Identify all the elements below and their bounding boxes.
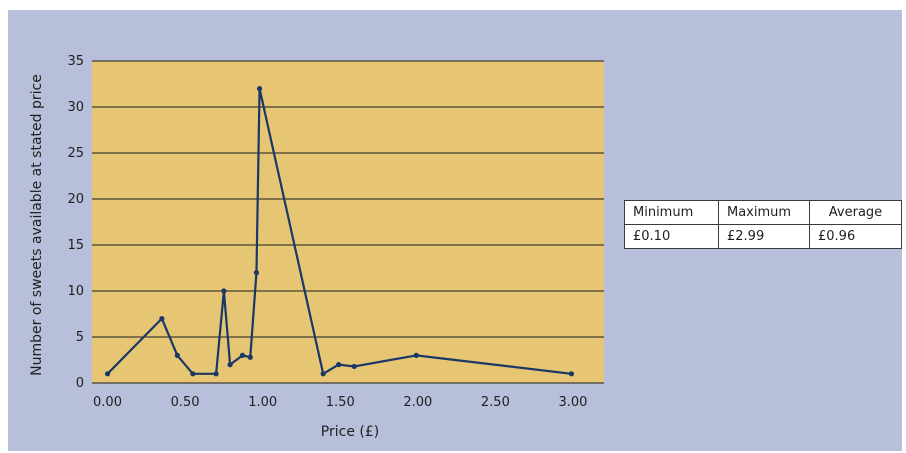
line-chart: 0 5 10 15 20 25 30 35 0.00 0.50 1.00 1.50 2.00 2.50 3… [29, 54, 604, 440]
stats-value-row: £0.10 £2.99 £0.96 [624, 224, 902, 249]
header-average: Average [809, 200, 902, 225]
x-tick-label: 2.00 [403, 395, 432, 410]
data-point [159, 316, 165, 322]
header-maximum: Maximum [718, 200, 810, 225]
x-tick-label: 0.00 [93, 395, 122, 410]
x-tick-label: 0.50 [171, 395, 200, 410]
data-point [320, 371, 326, 377]
x-tick-label: 1.50 [326, 395, 355, 410]
x-axis-title: Price (£) [321, 424, 379, 440]
y-tick-label: 25 [67, 146, 84, 161]
y-tick-label: 30 [67, 100, 84, 115]
y-tick-label: 20 [67, 192, 84, 207]
gridlines [92, 60, 604, 384]
data-point [247, 354, 253, 360]
data-point [413, 352, 419, 358]
data-point [256, 86, 263, 92]
data-point [336, 362, 342, 368]
x-axis-ticks: 0.00 0.50 1.00 1.50 2.00 2.50 3.00 [93, 395, 587, 410]
y-tick-label: 15 [67, 238, 84, 253]
x-tick-label: 1.00 [248, 395, 277, 410]
value-maximum: £2.99 [718, 224, 810, 249]
value-average: £0.96 [809, 224, 902, 249]
plot-area [92, 61, 604, 383]
y-tick-label: 35 [67, 54, 84, 69]
header-minimum: Minimum [624, 200, 719, 225]
data-point [253, 270, 260, 276]
price-stats-table: Minimum Maximum Average £0.10 £2.99 £0.9… [624, 200, 902, 249]
series-line [106, 87, 572, 375]
data-point [213, 371, 219, 377]
y-axis-title: Number of sweets available at stated pri… [29, 74, 45, 376]
data-point [104, 371, 111, 377]
y-tick-label: 0 [76, 376, 84, 391]
y-tick-label: 10 [67, 284, 84, 299]
y-axis-ticks: 0 5 10 15 20 25 30 35 [67, 54, 84, 391]
data-point [190, 371, 196, 377]
data-point [227, 362, 233, 368]
data-point [568, 371, 575, 377]
data-points [104, 86, 575, 377]
data-point [221, 288, 227, 294]
value-minimum: £0.10 [624, 224, 719, 249]
chart-frame: 0 5 10 15 20 25 30 35 0.00 0.50 1.00 1.50 2.00 2.50 3… [8, 10, 902, 451]
data-point [351, 363, 357, 370]
x-tick-label: 2.50 [481, 395, 510, 410]
x-tick-label: 3.00 [558, 395, 587, 410]
y-tick-label: 5 [76, 330, 84, 345]
data-point [174, 352, 180, 358]
data-point [239, 352, 246, 358]
stats-header-row: Minimum Maximum Average [624, 200, 902, 225]
